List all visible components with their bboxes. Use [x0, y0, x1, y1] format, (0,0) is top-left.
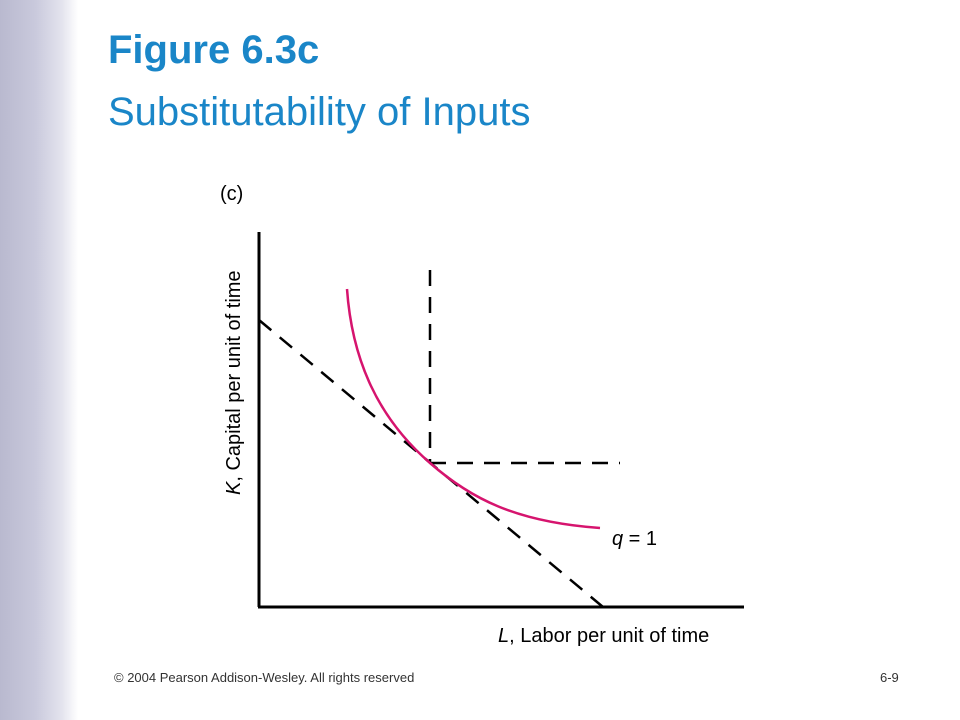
panel-label: (c) — [220, 183, 243, 205]
y-axis-label: K, Capital per unit of time — [223, 270, 245, 495]
x-axis-label: L, Labor per unit of time — [498, 625, 709, 647]
isoquant-curve — [345, 288, 601, 530]
side-decorative-band — [0, 0, 78, 720]
footer-copyright: © 2004 Pearson Addison-Wesley. All right… — [114, 670, 415, 685]
isoquant-label: q = 1 — [612, 528, 657, 550]
page-number: 6-9 — [880, 670, 899, 685]
slide-subtitle: Substitutability of Inputs — [108, 90, 531, 134]
slide-title: Figure 6.3c — [108, 28, 320, 72]
